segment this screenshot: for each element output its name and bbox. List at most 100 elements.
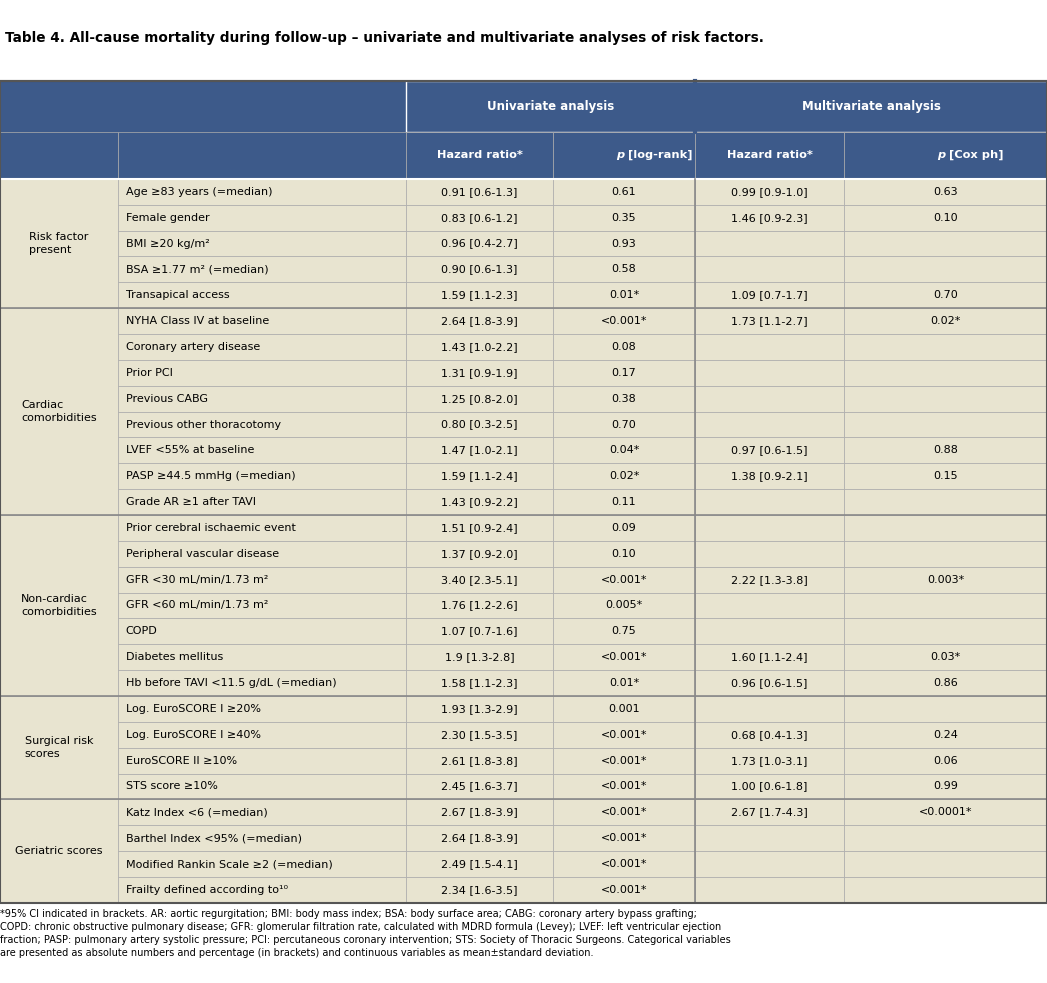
Bar <box>0 696 118 799</box>
Bar <box>0 81 1047 902</box>
Bar <box>406 515 553 541</box>
Bar <box>695 204 844 231</box>
Bar <box>695 541 844 566</box>
Text: Surgical risk
scores: Surgical risk scores <box>25 736 93 759</box>
Bar <box>553 877 695 902</box>
Bar <box>553 412 695 437</box>
Text: 1.93 [1.3-2.9]: 1.93 [1.3-2.9] <box>441 704 518 714</box>
Bar <box>844 566 1047 593</box>
Bar <box>553 463 695 490</box>
Text: Age ≥83 years (=median): Age ≥83 years (=median) <box>126 187 272 197</box>
Bar <box>695 670 844 696</box>
Text: Prior cerebral ischaemic event: Prior cerebral ischaemic event <box>126 523 295 533</box>
Text: <0.001*: <0.001* <box>601 834 647 843</box>
Bar <box>695 257 844 282</box>
Bar <box>118 231 406 257</box>
Bar <box>118 463 406 490</box>
Bar <box>118 799 406 825</box>
Bar <box>406 437 553 463</box>
Text: Coronary artery disease: Coronary artery disease <box>126 342 260 352</box>
Text: Barthel Index <95% (=median): Barthel Index <95% (=median) <box>126 834 302 843</box>
Bar <box>695 360 844 385</box>
Bar <box>844 412 1047 437</box>
Bar <box>695 463 844 490</box>
Text: 1.51 [0.9-2.4]: 1.51 [0.9-2.4] <box>441 523 518 533</box>
Text: 0.005*: 0.005* <box>605 601 643 610</box>
Bar <box>406 412 553 437</box>
Text: Previous CABG: Previous CABG <box>126 393 207 404</box>
Text: <0.001*: <0.001* <box>601 781 647 791</box>
Bar <box>406 541 553 566</box>
Bar <box>844 541 1047 566</box>
Bar <box>118 566 406 593</box>
Bar <box>695 851 844 877</box>
Bar <box>553 437 695 463</box>
Text: Frailty defined according to¹⁰: Frailty defined according to¹⁰ <box>126 885 288 895</box>
Text: Diabetes mellitus: Diabetes mellitus <box>126 652 223 663</box>
Bar <box>695 490 844 515</box>
Bar <box>0 799 118 902</box>
Text: <0.001*: <0.001* <box>601 575 647 585</box>
Text: Cardiac
comorbidities: Cardiac comorbidities <box>21 400 97 424</box>
Text: Hazard ratio*: Hazard ratio* <box>727 150 812 160</box>
Bar <box>695 231 844 257</box>
Bar <box>553 385 695 412</box>
Text: GFR <60 mL/min/1.73 m²: GFR <60 mL/min/1.73 m² <box>126 601 268 610</box>
Text: <0.001*: <0.001* <box>601 807 647 817</box>
Text: 1.31 [0.9-1.9]: 1.31 [0.9-1.9] <box>441 368 518 377</box>
Bar <box>695 412 844 437</box>
Bar <box>695 593 844 618</box>
Bar <box>553 748 695 774</box>
Text: 1.9 [1.3-2.8]: 1.9 [1.3-2.8] <box>445 652 514 663</box>
Text: 1.37 [0.9-2.0]: 1.37 [0.9-2.0] <box>441 549 518 558</box>
Text: 0.38: 0.38 <box>611 393 637 404</box>
Bar <box>118 412 406 437</box>
Text: COPD: COPD <box>126 626 157 636</box>
Text: Transapical access: Transapical access <box>126 290 229 300</box>
Bar <box>553 825 695 851</box>
Bar <box>844 515 1047 541</box>
Bar <box>118 877 406 902</box>
Bar <box>406 722 553 748</box>
Text: 0.63: 0.63 <box>933 187 958 197</box>
Bar <box>844 179 1047 204</box>
Text: 0.10: 0.10 <box>611 549 637 558</box>
Text: 0.001: 0.001 <box>608 704 640 714</box>
Text: 0.003*: 0.003* <box>927 575 964 585</box>
Text: *95% CI indicated in brackets. AR: aortic regurgitation; BMI: body mass index; B: *95% CI indicated in brackets. AR: aorti… <box>0 908 731 958</box>
Bar <box>406 385 553 412</box>
Text: 1.09 [0.7-1.7]: 1.09 [0.7-1.7] <box>731 290 808 300</box>
Bar <box>553 334 695 360</box>
Text: 1.43 [0.9-2.2]: 1.43 [0.9-2.2] <box>441 497 518 507</box>
Bar <box>844 309 1047 334</box>
Bar <box>118 618 406 644</box>
Bar <box>406 851 553 877</box>
Text: 2.30 [1.5-3.5]: 2.30 [1.5-3.5] <box>442 729 517 740</box>
Text: 1.59 [1.1-2.3]: 1.59 [1.1-2.3] <box>441 290 518 300</box>
Bar <box>844 799 1047 825</box>
Bar <box>553 515 695 541</box>
Text: 2.45 [1.6-3.7]: 2.45 [1.6-3.7] <box>441 781 518 791</box>
Bar <box>553 132 695 179</box>
Bar <box>553 204 695 231</box>
Bar <box>844 593 1047 618</box>
Bar <box>553 541 695 566</box>
Bar <box>406 799 553 825</box>
Bar <box>406 81 695 132</box>
Bar <box>553 799 695 825</box>
Bar <box>553 644 695 670</box>
Bar <box>695 566 844 593</box>
Text: Previous other thoracotomy: Previous other thoracotomy <box>126 420 281 430</box>
Text: Hazard ratio*: Hazard ratio* <box>437 150 522 160</box>
Text: NYHA Class IV at baseline: NYHA Class IV at baseline <box>126 317 269 326</box>
Text: Table 4. All-cause mortality during follow-up – univariate and multivariate anal: Table 4. All-cause mortality during foll… <box>5 31 764 45</box>
Bar <box>118 825 406 851</box>
Text: 0.15: 0.15 <box>933 471 958 482</box>
Bar <box>695 81 1047 132</box>
Text: Log. EuroSCORE I ≥20%: Log. EuroSCORE I ≥20% <box>126 704 261 714</box>
Bar <box>844 334 1047 360</box>
Text: 0.96 [0.6-1.5]: 0.96 [0.6-1.5] <box>732 678 807 688</box>
Text: Peripheral vascular disease: Peripheral vascular disease <box>126 549 279 558</box>
Bar <box>844 696 1047 722</box>
Text: 0.88: 0.88 <box>933 445 958 455</box>
